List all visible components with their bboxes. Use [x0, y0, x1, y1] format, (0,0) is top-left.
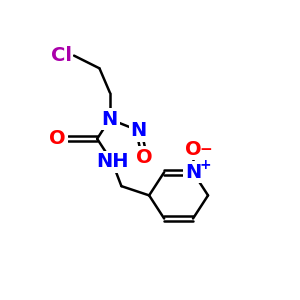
Text: O: O — [49, 129, 66, 148]
Text: N: N — [130, 121, 147, 140]
Text: Cl: Cl — [51, 46, 72, 65]
Text: −: − — [200, 142, 212, 157]
Text: O: O — [185, 140, 201, 159]
Text: O: O — [136, 148, 153, 167]
Text: N: N — [185, 163, 201, 182]
Text: N: N — [102, 110, 118, 129]
Text: +: + — [200, 158, 212, 172]
Text: NH: NH — [96, 152, 128, 171]
